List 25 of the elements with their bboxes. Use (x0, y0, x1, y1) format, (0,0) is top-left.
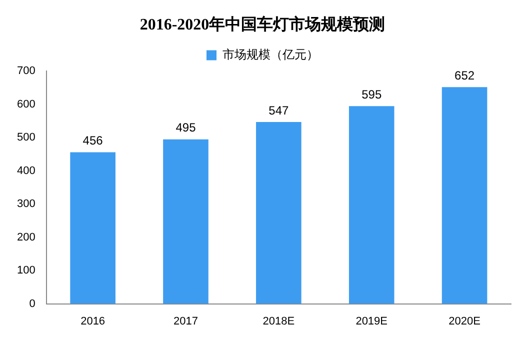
data-label: 595 (362, 87, 382, 102)
data-label: 495 (176, 120, 196, 135)
bar (348, 106, 394, 304)
x-tick-label: 2018E (262, 315, 295, 328)
y-tick-label: 0 (29, 298, 36, 310)
bar (163, 139, 208, 304)
chart-title: 2016-2020年中国车灯市场规模预测 (140, 16, 386, 34)
y-tick-label: 100 (16, 264, 36, 277)
data-label: 547 (268, 103, 290, 118)
x-tick-label: 2020E (448, 315, 480, 328)
y-tick-label: 700 (16, 65, 36, 78)
x-tick-label: 2016 (80, 315, 106, 328)
y-tick-label: 400 (16, 164, 36, 177)
bar (70, 152, 116, 304)
y-tick-label: 200 (16, 231, 36, 244)
data-label: 456 (82, 134, 104, 148)
y-tick-label: 600 (16, 98, 36, 110)
y-tick-label: 300 (16, 198, 36, 210)
x-tick-label: 2019E (356, 315, 388, 328)
y-tick-label: 500 (16, 132, 36, 144)
bar (256, 122, 302, 304)
legend-label: 市场规模（亿元） (222, 47, 318, 62)
data-label: 652 (454, 68, 475, 82)
bar (442, 87, 488, 304)
x-tick-label: 2017 (174, 315, 198, 328)
